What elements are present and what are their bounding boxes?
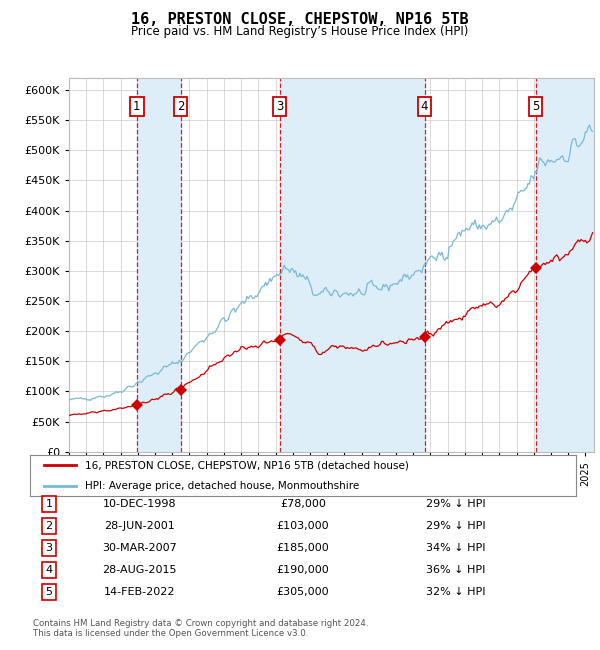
Text: 2: 2 (177, 100, 184, 113)
Text: 5: 5 (46, 587, 53, 597)
Text: 5: 5 (532, 100, 539, 113)
Bar (536, 78, 594, 452)
Bar (137, 78, 181, 452)
Text: 28-JUN-2001: 28-JUN-2001 (104, 521, 175, 531)
Text: 2: 2 (46, 521, 53, 531)
Text: 16, PRESTON CLOSE, CHEPSTOW, NP16 5TB: 16, PRESTON CLOSE, CHEPSTOW, NP16 5TB (131, 12, 469, 27)
Bar (280, 78, 425, 452)
Text: £185,000: £185,000 (277, 543, 329, 553)
Text: £78,000: £78,000 (280, 499, 326, 510)
Text: 1: 1 (133, 100, 140, 113)
Text: 32% ↓ HPI: 32% ↓ HPI (426, 587, 485, 597)
Text: 3: 3 (276, 100, 284, 113)
Text: £305,000: £305,000 (277, 587, 329, 597)
Text: 14-FEB-2022: 14-FEB-2022 (103, 587, 175, 597)
Text: 30-MAR-2007: 30-MAR-2007 (102, 543, 176, 553)
Text: 29% ↓ HPI: 29% ↓ HPI (426, 499, 485, 510)
Text: 29% ↓ HPI: 29% ↓ HPI (426, 521, 485, 531)
Text: 36% ↓ HPI: 36% ↓ HPI (426, 566, 485, 575)
Text: Price paid vs. HM Land Registry’s House Price Index (HPI): Price paid vs. HM Land Registry’s House … (131, 25, 469, 38)
Text: 28-AUG-2015: 28-AUG-2015 (102, 566, 176, 575)
Text: 1: 1 (46, 499, 53, 510)
Text: 34% ↓ HPI: 34% ↓ HPI (426, 543, 485, 553)
Text: 4: 4 (46, 566, 53, 575)
Text: This data is licensed under the Open Government Licence v3.0.: This data is licensed under the Open Gov… (33, 629, 308, 638)
Text: Contains HM Land Registry data © Crown copyright and database right 2024.: Contains HM Land Registry data © Crown c… (33, 619, 368, 628)
Text: 4: 4 (421, 100, 428, 113)
Text: 10-DEC-1998: 10-DEC-1998 (103, 499, 176, 510)
Text: £103,000: £103,000 (277, 521, 329, 531)
Text: HPI: Average price, detached house, Monmouthshire: HPI: Average price, detached house, Monm… (85, 481, 359, 491)
Text: 3: 3 (46, 543, 53, 553)
Text: 16, PRESTON CLOSE, CHEPSTOW, NP16 5TB (detached house): 16, PRESTON CLOSE, CHEPSTOW, NP16 5TB (d… (85, 460, 409, 470)
Text: £190,000: £190,000 (277, 566, 329, 575)
